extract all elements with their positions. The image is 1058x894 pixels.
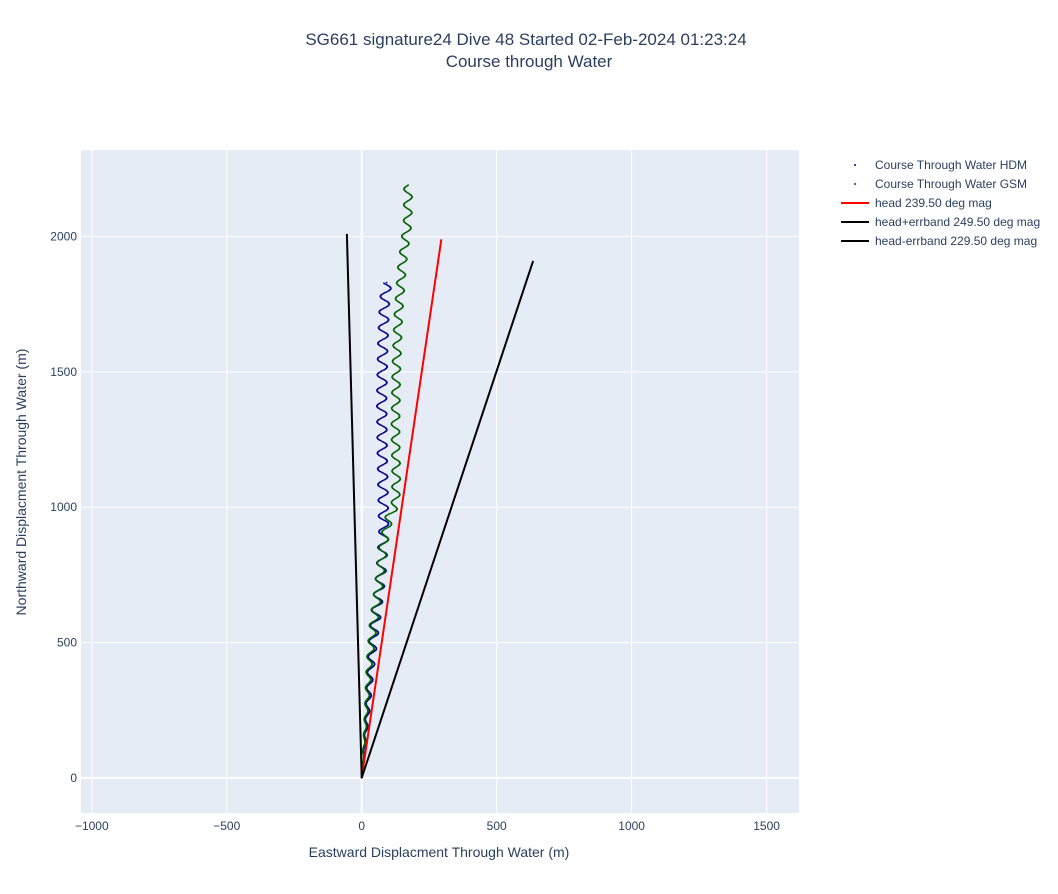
legend-item[interactable]: Course Through Water GSM: [854, 177, 1027, 191]
series-1: [360, 184, 413, 779]
grid-lines: [81, 150, 799, 813]
legend-label: head 239.50 deg mag: [875, 196, 992, 210]
y-tick-label: 0: [70, 771, 77, 785]
tick-labels: −1000 −500 0 500 1000 1500 0 500 1000 1500 2000: [50, 230, 780, 833]
legend-label: Course Through Water GSM: [875, 177, 1027, 191]
series-point: [381, 456, 384, 458]
x-tick-label: −500: [213, 819, 240, 833]
y-axis-label: Northward Displacment Through Water (m): [13, 349, 29, 616]
series-point: [380, 370, 383, 373]
chart-subtitle: Course through Water: [446, 52, 613, 71]
x-tick-label: 500: [487, 819, 507, 833]
series-0: [360, 281, 392, 779]
legend-item[interactable]: head 239.50 deg mag: [841, 196, 992, 210]
plot-area: [81, 150, 799, 813]
series-3: [345, 233, 363, 778]
y-tick-label: 1500: [50, 365, 77, 379]
legend-item[interactable]: head-errband 229.50 deg mag: [841, 234, 1037, 248]
legend-item[interactable]: Course Through Water HDM: [854, 158, 1027, 172]
legend-label: head-errband 229.50 deg mag: [875, 234, 1037, 248]
series-4: [360, 260, 535, 779]
x-tick-label: 1500: [753, 819, 780, 833]
series-point: [390, 512, 393, 514]
legend-item[interactable]: head+errband 249.50 deg mag: [841, 215, 1040, 229]
series-point: [384, 291, 386, 294]
series-2: [360, 239, 443, 778]
series-point: [383, 282, 385, 285]
series-point: [389, 512, 391, 515]
x-tick-label: 0: [358, 819, 365, 833]
y-tick-label: 2000: [50, 230, 77, 244]
legend-label: head+errband 249.50 deg mag: [875, 215, 1040, 229]
x-axis-label: Eastward Displacment Through Water (m): [309, 844, 570, 860]
series-point: [385, 281, 388, 284]
legend-label: Course Through Water HDM: [875, 158, 1027, 172]
legend-swatch: [854, 183, 856, 185]
series-line: [345, 233, 363, 778]
x-tick-label: 1000: [618, 819, 645, 833]
legend-swatch: [854, 164, 856, 166]
y-tick-label: 1000: [50, 500, 77, 514]
series-line: [360, 260, 535, 779]
x-tick-label: −1000: [75, 819, 109, 833]
chart-title: SG661 signature24 Dive 48 Started 02-Feb…: [305, 30, 746, 49]
y-tick-label: 500: [57, 636, 77, 650]
data-layer: [345, 184, 535, 779]
series-point: [407, 184, 409, 187]
series-line: [360, 239, 443, 778]
legend[interactable]: Course Through Water HDM Course Through W…: [841, 158, 1040, 248]
